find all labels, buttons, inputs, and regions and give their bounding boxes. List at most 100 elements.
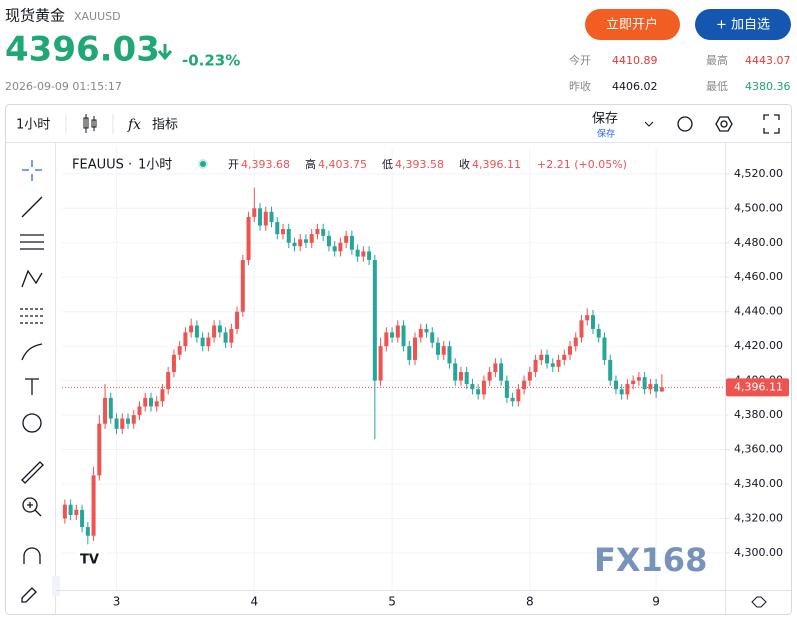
stat-value: 4406.02 — [612, 80, 658, 93]
save-button[interactable]: 保存 — [592, 112, 618, 127]
candle-body — [131, 415, 136, 424]
candle-body — [217, 325, 222, 333]
candle-body — [85, 527, 90, 536]
candle-body — [349, 235, 354, 250]
candle-body — [556, 359, 561, 367]
x-tick-label: 4 — [250, 595, 258, 609]
candle-body — [148, 397, 153, 407]
candle-body — [326, 235, 331, 247]
magnet-tool[interactable] — [23, 547, 41, 564]
interval-button[interactable]: 1小时 — [16, 118, 50, 133]
candle-body — [344, 235, 349, 243]
last-price-label: 4,396.11 — [734, 380, 783, 393]
x-tick-label: 9 — [652, 595, 660, 609]
candle-body — [68, 504, 73, 516]
candle-body — [154, 401, 159, 407]
candle-body — [338, 242, 343, 252]
button-bg[interactable] — [585, 9, 680, 40]
datetime: 2026-09-09 01:15:17 — [5, 80, 122, 93]
candle-body — [177, 346, 182, 355]
svg-text:TV: TV — [80, 553, 99, 568]
legend-low-label: 低 — [382, 158, 393, 171]
watermark: FX168 — [594, 541, 707, 579]
crosshair-tool[interactable] — [22, 160, 42, 181]
candle-body — [447, 346, 452, 364]
candle-body — [263, 211, 268, 226]
candle-body — [223, 332, 228, 343]
fx-icon[interactable]: fx — [127, 117, 141, 133]
candle-body — [470, 384, 475, 390]
candle-body — [401, 325, 406, 347]
candle-body — [585, 315, 590, 321]
candle-body — [212, 325, 217, 338]
add-watch-button[interactable]: + 加自选 — [695, 9, 791, 40]
title: 现货黄金 — [5, 7, 65, 25]
brush-tool[interactable] — [21, 343, 43, 361]
candle-body — [378, 346, 383, 381]
button-label[interactable]: + 加自选 — [716, 18, 770, 33]
candle-body — [189, 325, 194, 333]
candle-body — [137, 406, 142, 416]
candle-body — [80, 509, 85, 528]
candle-body — [458, 372, 463, 381]
candle-body — [659, 387, 664, 392]
alert-icon[interactable] — [677, 116, 693, 132]
candle-body — [390, 332, 395, 338]
candle-body — [321, 228, 326, 236]
button-bg[interactable] — [695, 9, 791, 40]
candle-body — [613, 380, 618, 390]
candle-body — [539, 354, 544, 360]
settings-icon[interactable] — [715, 116, 733, 132]
pattern-tool[interactable] — [21, 269, 43, 288]
candle-body — [120, 418, 125, 429]
candle-body — [200, 337, 205, 347]
button-label[interactable]: 立即开户 — [606, 17, 658, 33]
candle-body — [493, 363, 498, 373]
legend-close-label: 收 — [459, 157, 470, 171]
candle-body — [361, 251, 366, 257]
zoom-tool[interactable] — [22, 497, 38, 513]
legend-close: 4,396.11 — [472, 158, 521, 171]
axis-settings[interactable] — [751, 596, 767, 608]
down-arrow — [157, 44, 173, 61]
line-tool[interactable] — [21, 196, 43, 218]
stat-label: 昨收 — [569, 79, 591, 93]
candle-body — [631, 380, 636, 385]
candle-body — [74, 509, 79, 516]
last-price-tag — [726, 378, 789, 397]
legend-open-label: 开 — [228, 158, 239, 171]
text-tool[interactable] — [25, 378, 39, 395]
x-tick-label: 5 — [388, 595, 396, 609]
collapse-tab[interactable] — [52, 576, 60, 596]
ruler-tool[interactable] — [21, 461, 44, 484]
candle-body — [114, 418, 119, 429]
projection-tool[interactable] — [20, 308, 44, 324]
y-tick-label: 4,440.00 — [734, 305, 783, 318]
save-menu[interactable] — [644, 121, 654, 127]
candle-body — [332, 246, 337, 252]
candle-body — [160, 389, 165, 402]
candle-body — [62, 504, 67, 519]
open-account-button[interactable]: 立即开户 — [585, 9, 680, 40]
candle-body — [126, 418, 131, 424]
candle-body — [476, 389, 481, 395]
candle-body — [435, 342, 440, 355]
chart-type-button[interactable] — [83, 114, 97, 133]
candle-body — [504, 380, 509, 398]
settings-icon-center[interactable] — [720, 120, 728, 128]
fib-tool[interactable] — [20, 234, 44, 250]
candle-body — [441, 346, 446, 355]
candle-body — [636, 377, 641, 381]
lock-tool[interactable] — [21, 587, 37, 603]
legend-open: 4,393.68 — [241, 158, 290, 171]
indicators-button[interactable]: 指标 — [152, 118, 178, 133]
emoji-tool[interactable] — [22, 413, 42, 433]
change: -0.23% — [182, 52, 240, 70]
candle-body — [418, 328, 423, 338]
candle-body — [103, 397, 108, 424]
fullscreen-icon[interactable] — [763, 114, 780, 134]
candle-body — [286, 228, 291, 243]
candle-body — [573, 337, 578, 347]
price: 4396.03 — [5, 30, 160, 70]
candle-body — [269, 211, 274, 223]
